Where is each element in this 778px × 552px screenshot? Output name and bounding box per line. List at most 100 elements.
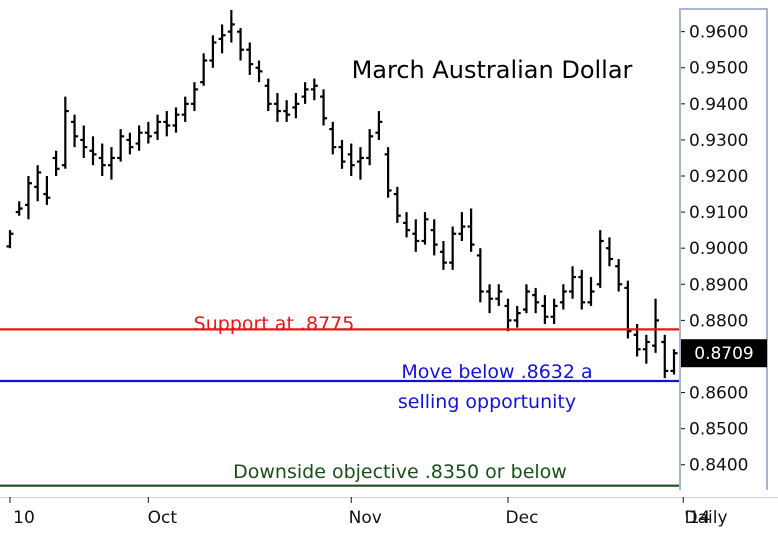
y-tick-label: 0.9600 xyxy=(689,23,748,43)
x-tick-label: '14 xyxy=(684,508,710,528)
ohlc-bar xyxy=(227,10,235,43)
selling-opportunity-label-line2: selling opportunity xyxy=(398,391,576,413)
ohlc-bar xyxy=(264,78,272,112)
ohlc-bar xyxy=(670,349,678,375)
y-axis-top-border xyxy=(679,8,768,10)
ohlc-bar xyxy=(273,93,281,122)
ohlc-bar xyxy=(522,284,530,314)
y-tick-label: 0.8400 xyxy=(689,456,748,476)
ohlc-bar xyxy=(661,334,669,379)
y-tick-label: 0.9100 xyxy=(689,203,748,223)
ohlc-bar xyxy=(89,136,97,166)
ohlc-bar xyxy=(550,298,558,324)
ohlc-bar xyxy=(292,93,300,119)
x-tick-label: Nov xyxy=(349,508,382,528)
ohlc-bar xyxy=(587,277,595,306)
ohlc-bar xyxy=(412,219,420,252)
ohlc-bar xyxy=(310,78,318,101)
ohlc-bar xyxy=(578,269,586,310)
ohlc-bar xyxy=(366,129,374,166)
ohlc-bar xyxy=(476,248,484,303)
ohlc-bar xyxy=(172,107,180,133)
ohlc-bar xyxy=(403,212,411,238)
ohlc-bar xyxy=(486,284,494,314)
y-axis-right-border xyxy=(766,8,768,490)
y-tick-label: 0.8500 xyxy=(689,420,748,440)
ohlc-bar xyxy=(255,60,263,83)
ohlc-bar xyxy=(384,147,392,198)
downside-objective-label: Downside objective .8350 or below xyxy=(233,461,567,483)
ohlc-bar xyxy=(43,176,51,205)
ohlc-bar xyxy=(190,82,198,112)
ohlc-bar xyxy=(652,298,660,353)
ohlc-bar xyxy=(541,295,549,324)
y-tick-label: 0.9300 xyxy=(689,131,748,151)
last-price-badge xyxy=(681,339,767,368)
y-tick-label: 0.9200 xyxy=(689,167,748,187)
y-tick-label: 0.9400 xyxy=(689,95,748,115)
x-tick-label: 10 xyxy=(13,508,35,528)
ohlc-bar xyxy=(504,298,512,332)
ohlc-bar xyxy=(356,147,364,180)
ohlc-bar xyxy=(393,186,401,223)
ohlc-bar xyxy=(163,111,171,137)
selling-opportunity-label-line1: Move below .8632 a xyxy=(401,361,592,383)
ohlc-bar xyxy=(117,129,125,162)
x-tick-label: Oct xyxy=(148,508,178,528)
y-tick-label: 0.8600 xyxy=(689,384,748,404)
ohlc-bar xyxy=(320,89,328,126)
ohlc-bar xyxy=(218,24,226,54)
ohlc-bar xyxy=(430,219,438,256)
y-tick-label: 0.8900 xyxy=(689,275,748,295)
ohlc-bar xyxy=(24,176,32,220)
ohlc-bar xyxy=(144,121,152,144)
y-axis-left-border xyxy=(679,8,681,490)
ohlc-bar xyxy=(329,121,337,155)
ohlc-bar xyxy=(449,226,457,270)
ohlc-bar xyxy=(458,212,466,241)
reference-lines xyxy=(0,328,680,487)
x-tick-label: Dec xyxy=(506,508,539,528)
ohlc-bar xyxy=(71,114,79,148)
ohlc-bar xyxy=(495,284,503,306)
ohlc-bar xyxy=(513,305,521,328)
ohlc-bar xyxy=(283,100,291,122)
ohlc-bar xyxy=(98,143,106,177)
ohlc-bar xyxy=(126,132,134,155)
ohlc-bar xyxy=(200,53,208,86)
x-axis-line xyxy=(0,497,778,498)
ohlc-bar xyxy=(181,96,189,122)
support-label: Support at .8775 xyxy=(194,313,355,335)
y-tick-label: 0.9500 xyxy=(689,59,748,79)
y-tick-label: 0.8800 xyxy=(689,311,748,331)
chart-title: March Australian Dollar xyxy=(352,56,633,84)
ohlc-bar xyxy=(338,139,346,169)
ohlc-bar xyxy=(154,114,162,140)
ohlc-bar xyxy=(34,165,42,202)
ohlc-bar xyxy=(80,125,88,158)
ohlc-bar xyxy=(467,208,475,252)
ohlc-bar xyxy=(532,287,540,314)
ohlc-bar xyxy=(15,201,23,216)
ohlc-bar xyxy=(107,147,115,180)
ohlc-bar xyxy=(209,35,217,68)
ohlc-bar xyxy=(347,143,355,177)
ohlc-bar xyxy=(615,259,623,292)
ohlc-bar xyxy=(52,150,60,177)
ohlc-bar xyxy=(6,230,14,249)
ohlc-bar xyxy=(135,125,143,151)
y-tick-label: 0.9000 xyxy=(689,239,748,259)
ohlc-bar xyxy=(301,82,309,104)
ohlc-bar xyxy=(61,96,69,169)
ohlc-bar xyxy=(605,237,613,267)
ohlc-bar xyxy=(246,42,254,75)
ohlc-bar xyxy=(375,111,383,140)
ohlc-bar xyxy=(642,334,650,364)
ohlc-bar xyxy=(596,230,604,288)
ohlc-bar xyxy=(439,240,447,270)
ohlc-bar xyxy=(569,266,577,299)
last-price-label: 0.8709 xyxy=(694,344,753,364)
